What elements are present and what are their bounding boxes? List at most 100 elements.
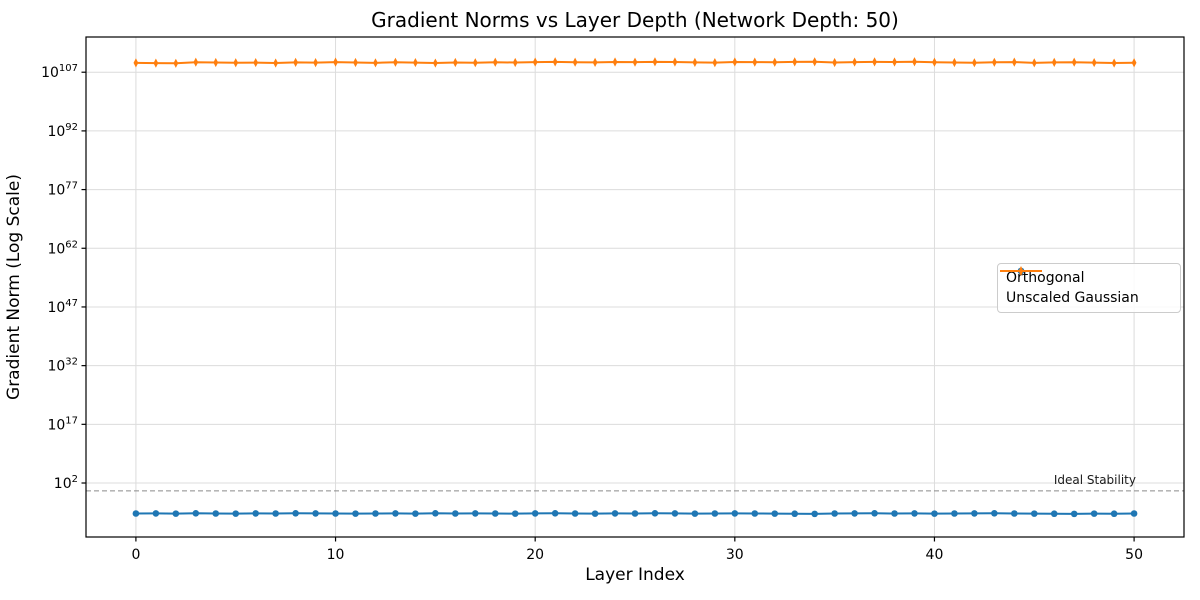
data-point-marker <box>532 57 538 67</box>
legend: Orthogonal Unscaled Gaussian <box>997 263 1181 313</box>
y-tick-label: 1017 <box>47 415 78 433</box>
legend-label-unscaled-gaussian: Unscaled Gaussian <box>1006 290 1139 306</box>
data-point-marker <box>612 57 618 67</box>
data-point-marker <box>413 57 418 68</box>
data-point-marker <box>472 58 478 68</box>
data-point-marker <box>692 57 698 67</box>
data-point-marker <box>671 510 679 517</box>
data-point-marker <box>292 510 299 517</box>
data-point-marker <box>852 57 857 67</box>
data-point-marker <box>333 57 338 67</box>
data-point-marker <box>132 510 140 517</box>
data-point-marker <box>452 57 458 68</box>
data-point-marker <box>512 57 518 68</box>
data-point-marker <box>252 510 259 517</box>
data-point-marker <box>971 510 978 517</box>
y-tick-label: 1092 <box>47 122 78 140</box>
legend-sample-unscaled-gaussian-icon <box>1000 266 1042 276</box>
legend-label-orthogonal: Orthogonal <box>1006 270 1085 286</box>
data-point-marker <box>471 510 479 517</box>
data-point-marker <box>392 510 399 517</box>
data-point-marker <box>911 510 918 517</box>
data-point-marker <box>811 510 818 518</box>
data-point-marker <box>293 57 299 67</box>
data-point-marker <box>232 510 240 517</box>
data-point-marker <box>312 510 319 517</box>
y-tick-label: 10107 <box>41 63 78 81</box>
data-point-marker <box>772 57 778 67</box>
data-point-marker <box>373 58 378 68</box>
legend-entry-unscaled-gaussian: Unscaled Gaussian <box>1000 266 1170 306</box>
data-point-marker <box>272 510 279 517</box>
y-tick-label: 1032 <box>47 357 78 375</box>
data-point-marker <box>591 510 599 517</box>
data-point-marker <box>632 57 638 67</box>
x-tick-label: 20 <box>526 547 544 563</box>
data-point-marker <box>1030 510 1038 517</box>
data-point-marker <box>872 57 877 67</box>
data-point-marker <box>133 58 139 68</box>
data-point-marker <box>352 510 359 517</box>
data-point-marker <box>332 510 339 517</box>
data-point-marker <box>152 510 160 517</box>
data-point-marker <box>571 510 579 517</box>
data-point-marker <box>212 510 220 517</box>
data-point-marker <box>172 510 180 517</box>
data-point-marker <box>412 510 419 517</box>
data-point-marker <box>492 57 498 67</box>
data-point-marker <box>752 57 758 67</box>
x-tick-label: 40 <box>926 547 944 563</box>
data-point-marker <box>572 57 578 67</box>
data-point-marker <box>213 57 219 68</box>
data-point-marker <box>691 510 699 517</box>
data-point-marker <box>432 510 439 517</box>
data-point-marker <box>812 57 818 67</box>
x-tick-label: 10 <box>327 547 345 563</box>
x-tick-label: 50 <box>1125 547 1143 563</box>
data-point-marker <box>932 57 937 67</box>
y-tick-label: 1047 <box>47 298 78 316</box>
y-axis-label: Gradient Norm (Log Scale) <box>4 174 24 400</box>
data-point-marker <box>592 57 598 68</box>
data-point-marker <box>551 510 559 517</box>
data-point-marker <box>891 510 898 517</box>
data-point-marker <box>1131 58 1137 68</box>
ideal-stability-annotation: Ideal Stability <box>1053 473 1136 487</box>
data-point-marker <box>1071 57 1077 67</box>
data-point-marker <box>1070 510 1078 518</box>
data-point-marker <box>831 510 838 517</box>
data-point-marker <box>1130 510 1138 517</box>
data-point-marker <box>851 510 858 517</box>
data-point-marker <box>313 58 318 68</box>
data-point-marker <box>731 510 739 517</box>
data-point-marker <box>651 510 659 517</box>
data-point-marker <box>832 57 838 68</box>
data-point-marker <box>173 58 179 68</box>
data-point-marker <box>871 510 878 517</box>
data-point-marker <box>791 510 799 518</box>
data-point-marker <box>652 57 658 67</box>
data-point-marker <box>771 510 779 517</box>
data-point-marker <box>892 57 897 67</box>
y-tick-label: 1062 <box>47 239 78 257</box>
data-point-marker <box>1091 57 1097 68</box>
data-point-marker <box>531 510 539 517</box>
data-point-marker <box>253 57 259 68</box>
y-tick-label: 1077 <box>47 181 78 199</box>
data-point-marker <box>432 58 438 68</box>
data-point-marker <box>372 510 379 517</box>
data-point-marker <box>1011 57 1017 67</box>
data-point-marker <box>971 58 977 68</box>
data-point-marker <box>1031 58 1037 68</box>
data-point-marker <box>153 58 159 68</box>
data-point-marker <box>1051 57 1057 68</box>
data-point-marker <box>273 58 279 68</box>
data-point-marker <box>672 57 678 67</box>
data-point-marker <box>393 57 398 67</box>
y-tick-label: 102 <box>54 474 78 492</box>
data-point-marker <box>611 510 619 517</box>
data-point-marker <box>1110 510 1118 518</box>
data-point-marker <box>1090 510 1098 517</box>
